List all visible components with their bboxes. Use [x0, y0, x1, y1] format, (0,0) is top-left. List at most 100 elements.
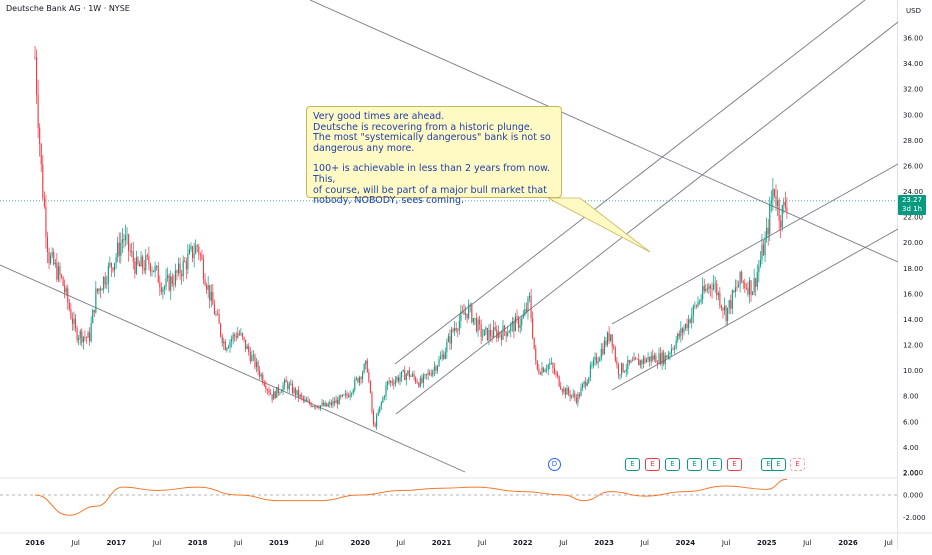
channel2-upper-line — [611, 163, 899, 325]
candle-body — [502, 325, 504, 340]
candle-body — [674, 348, 676, 350]
candle-body — [402, 370, 404, 372]
candle-body — [625, 369, 627, 372]
candle-body — [167, 275, 169, 278]
candle-body — [642, 357, 644, 364]
candle-body — [333, 400, 336, 404]
earnings-marker-icon[interactable]: E — [707, 458, 722, 471]
candle-body — [772, 188, 774, 201]
candle-body — [491, 335, 493, 338]
candle-body — [596, 356, 598, 364]
earnings-marker-icon[interactable]: E — [771, 458, 786, 471]
candle-body — [213, 304, 215, 315]
candle-body — [110, 263, 112, 268]
candle-body — [778, 200, 780, 221]
candle-body — [578, 394, 580, 397]
candle-body — [277, 387, 279, 394]
price-tick-label: 14.00 — [903, 316, 923, 324]
candle-body — [624, 371, 626, 373]
candle-body — [656, 362, 658, 364]
candle-body — [101, 289, 103, 291]
earnings-marker-icon[interactable]: E — [727, 458, 742, 471]
candle-body — [477, 319, 479, 332]
candle-body — [755, 278, 757, 287]
candle-body — [681, 328, 683, 333]
candle-body — [440, 357, 442, 360]
candle-body — [775, 196, 777, 206]
candle-body — [538, 369, 540, 374]
candle-body — [748, 280, 751, 295]
candle-body — [174, 270, 176, 285]
candle-body — [645, 359, 648, 363]
candle-body — [168, 275, 170, 291]
candle-body — [592, 360, 595, 366]
candle-body — [210, 291, 212, 301]
candle-body — [638, 358, 640, 366]
last-price-countdown: 3d 1h — [901, 205, 922, 213]
support-trend-line — [0, 264, 466, 473]
candle-body — [188, 249, 190, 254]
oscillator-tick-label: -2.000 — [903, 514, 926, 522]
candle-body — [251, 355, 253, 362]
candle-body — [302, 396, 304, 400]
candle-body — [343, 394, 345, 396]
candle-body — [70, 309, 72, 319]
candle-body — [354, 379, 356, 390]
candle-body — [610, 334, 612, 341]
candle-body — [426, 374, 428, 375]
price-tick-label: 28.00 — [903, 137, 923, 145]
earnings-marker-icon[interactable]: E — [645, 458, 660, 471]
time-tick-label: 2023 — [594, 539, 614, 547]
candle-body — [131, 251, 133, 253]
candle-body — [396, 377, 398, 381]
candle-body — [563, 388, 565, 392]
candle-body — [530, 295, 532, 319]
candle-body — [363, 364, 365, 373]
candle-body — [99, 288, 102, 291]
candle-body — [461, 311, 463, 313]
candle-body — [739, 271, 741, 285]
candle-body — [287, 382, 289, 390]
candle-body — [519, 324, 521, 328]
candle-body — [435, 366, 437, 371]
candle-body — [636, 358, 638, 360]
candle-body — [89, 332, 91, 342]
candle-body — [611, 334, 613, 347]
candle-body — [421, 377, 423, 383]
candle-body — [327, 404, 329, 407]
price-tick-label: 2.00 — [903, 470, 919, 478]
earnings-marker-icon[interactable]: E — [625, 458, 640, 471]
price-axis-currency: USD — [906, 7, 921, 15]
candle-body — [686, 323, 688, 329]
candle-body — [390, 381, 392, 383]
earnings-marker-icon[interactable]: E — [687, 458, 702, 471]
candle-body — [580, 387, 582, 397]
earnings-upcoming-icon[interactable]: E — [790, 458, 805, 471]
candle-body — [234, 334, 236, 337]
candle-body — [621, 363, 623, 375]
price-tick-label: 34.00 — [903, 60, 923, 68]
annotation-callout[interactable]: Very good times are ahead. Deutsche is r… — [306, 106, 562, 206]
candle-body — [98, 288, 100, 292]
candle-body — [142, 256, 144, 268]
candle-body — [702, 285, 704, 300]
earnings-marker-icon[interactable]: E — [665, 458, 680, 471]
candle-body — [338, 395, 340, 405]
candle-body — [218, 314, 220, 324]
candle-body — [692, 306, 694, 316]
symbol-title[interactable]: Deutsche Bank AG · 1W · NYSE — [6, 4, 130, 13]
candle-body — [691, 315, 693, 323]
dividend-marker-icon[interactable]: D — [548, 458, 561, 471]
candle-body — [619, 374, 621, 376]
candle-body — [606, 332, 609, 345]
candle-body — [539, 373, 541, 375]
candle-body — [759, 259, 761, 267]
candle-body — [220, 323, 222, 336]
candle-body — [449, 336, 451, 344]
candle-body — [37, 94, 39, 128]
candle-body — [151, 270, 153, 272]
candle-body — [511, 321, 513, 325]
candle-body — [614, 348, 616, 361]
